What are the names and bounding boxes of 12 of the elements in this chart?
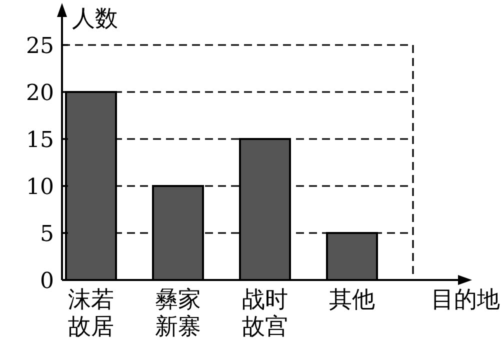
- x-tick-label: 战时故宫: [242, 287, 288, 340]
- y-tick-label: 0: [40, 269, 54, 294]
- y-tick-label: 25: [26, 34, 54, 59]
- x-tick-label: 沫若故居: [68, 287, 114, 340]
- y-axis-title: 人数: [72, 6, 118, 32]
- x-tick-label: 彝家新寨: [155, 287, 201, 340]
- x-axis-title: 目的地: [431, 287, 500, 313]
- y-tick-label: 5: [40, 222, 54, 247]
- y-tick-label: 15: [26, 128, 54, 153]
- x-tick-label: 其他: [329, 287, 375, 313]
- y-tick-label: 10: [26, 175, 54, 200]
- y-tick-label: 20: [26, 81, 54, 106]
